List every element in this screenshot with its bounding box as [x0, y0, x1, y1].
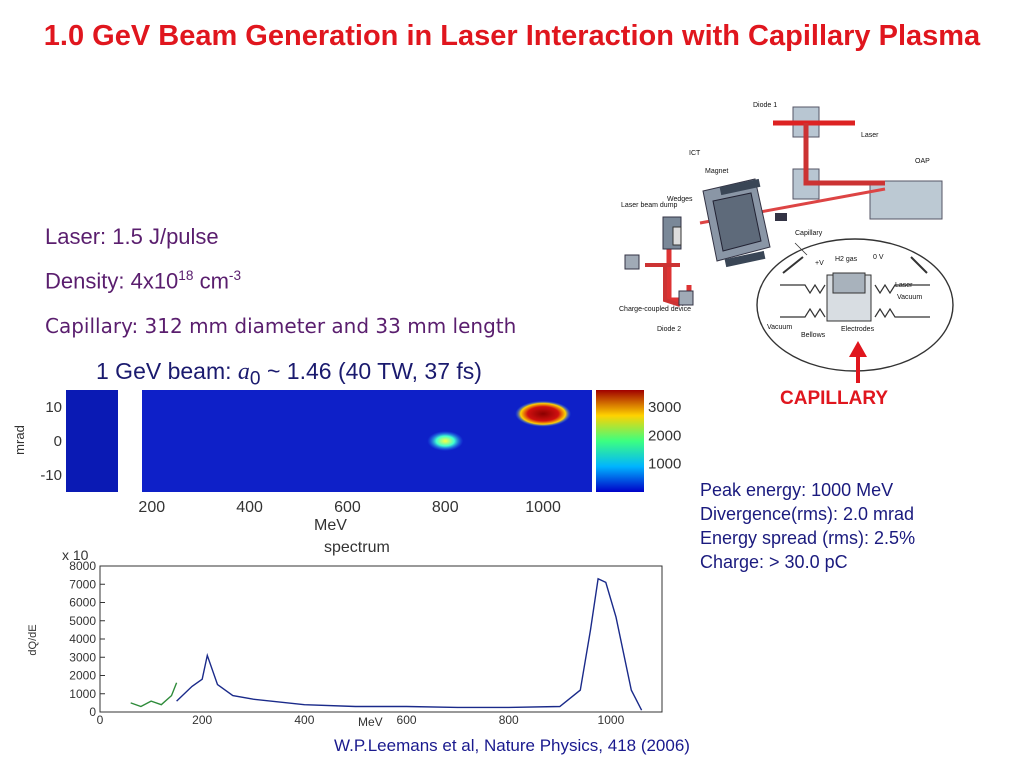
spectrum-title: spectrum — [324, 539, 390, 556]
colorbar — [596, 390, 644, 492]
spectrum-x-tick: 400 — [294, 713, 314, 726]
y-multiplier: x 10 — [62, 547, 89, 563]
diagram-label: Charge-coupled device — [619, 306, 691, 313]
heatmap-spot — [427, 431, 464, 451]
diagram-label: ICT — [689, 150, 701, 157]
diagram-label: 0 V — [873, 254, 884, 261]
spectrum-ylabel: dQ/dE — [27, 624, 39, 655]
colorbar-tick: 1000 — [648, 456, 681, 473]
spectrum-series-line — [130, 682, 178, 708]
density-param: Density: 4x1018 cm-3 — [45, 268, 241, 294]
diagram-label: Diode 1 — [753, 102, 777, 109]
beam-symbol: a — [237, 359, 250, 385]
stat-peak-energy: Peak energy: 1000 MeV — [700, 480, 894, 500]
diagram-label: Vacuum — [897, 294, 922, 301]
heatmap-main-panel — [142, 390, 592, 492]
heatmap-x-tick: 1000 — [525, 499, 561, 516]
diagram-label: Diode 2 — [657, 326, 681, 333]
capillary-label: CAPILLARY — [780, 388, 889, 409]
laser-beam-down — [803, 123, 885, 186]
ccd-box — [624, 254, 640, 270]
diagram-label: Laser — [861, 132, 879, 139]
beam-prefix: 1 GeV beam: — [96, 358, 238, 384]
diagram-label: Laser beam dump — [621, 202, 678, 209]
spectrum-y-tick: 0 — [89, 705, 96, 719]
density-prefix: Density: 4x10 — [45, 268, 179, 294]
diagram-label: Capillary — [795, 230, 823, 237]
heatmap-xlabel: MeV — [314, 517, 347, 534]
bellows-lower — [780, 307, 930, 319]
oap-box — [869, 180, 943, 220]
spectrum-x-tick: 800 — [499, 713, 519, 726]
diagram-label: H2 gas — [835, 256, 858, 263]
stat-divergence: Divergence(rms): 2.0 mrad — [700, 504, 915, 524]
heatmap-x-tick: 200 — [138, 499, 165, 516]
capillary-param: Capillary: 312 mm diameter and 33 mm len… — [45, 314, 517, 338]
spectrum-y-tick: 1000 — [69, 687, 96, 701]
spectrum-x-tick: 0 — [97, 713, 104, 726]
density-exponent: 18 — [178, 268, 194, 283]
diagram-label: Laser — [895, 282, 913, 289]
spectrum-axes — [99, 565, 663, 713]
heatmap-x-tick: 800 — [432, 499, 459, 516]
capillary-housing — [775, 213, 787, 221]
electrode-leads — [782, 256, 928, 274]
colorbar-tick: 3000 — [648, 399, 681, 416]
spectrum-x-tick: 1000 — [598, 713, 625, 726]
heatmap-spot — [515, 400, 572, 427]
diagram-label: Electrodes — [841, 326, 875, 333]
diagram-label: Magnet — [705, 168, 728, 175]
beam-parameter: 1 GeV beam: a0 ~ 1.46 (40 TW, 37 fs) — [96, 358, 482, 391]
density-unit: cm — [193, 268, 229, 294]
wedges — [672, 226, 682, 246]
diagram-label: OAP — [915, 158, 930, 165]
spectrum-y-tick: 8000 — [69, 559, 96, 573]
diagram-label: +V — [815, 260, 824, 267]
capillary-arrowhead — [849, 341, 867, 357]
electron-beam-image: 10 0 -10 200 400 600 800 1000 3000 2000 1000 MeV… — [14, 390, 681, 556]
spectrum-x-tick: 600 — [397, 713, 417, 726]
stat-energy-spread: Energy spread (rms): 2.5% — [700, 528, 916, 548]
inset-pointer — [794, 242, 808, 256]
heatmap-y-tick: 0 — [54, 433, 62, 450]
heatmap-x-tick: 400 — [236, 499, 263, 516]
spectrum-y-tick: 2000 — [69, 669, 96, 683]
diode2-box — [678, 290, 694, 306]
spectrum-y-tick: 3000 — [69, 650, 96, 664]
diagram-label: Vacuum — [767, 324, 792, 331]
beam-path-lower — [645, 263, 681, 307]
spectrum-y-tick: 7000 — [69, 577, 96, 591]
stat-charge: Charge: > 30.0 pC — [700, 552, 848, 572]
bellows-upper — [780, 283, 930, 295]
beam-stats: Peak energy: 1000 MeV Divergence(rms): 2… — [700, 478, 915, 574]
slide-title: 1.0 GeV Beam Generation in Laser Interac… — [43, 20, 981, 52]
beam-subscript: 0 — [249, 368, 261, 390]
spectrum-y-tick: 4000 — [69, 632, 96, 646]
beam-suffix: ~ 1.46 (40 TW, 37 fs) — [260, 358, 482, 384]
spectrum-x-tick: 200 — [192, 713, 212, 726]
gas-cell — [832, 272, 866, 294]
heatmap-x-tick: 600 — [334, 499, 361, 516]
citation: W.P.Leemans et al, Nature Physics, 418 (… — [334, 736, 690, 755]
setup-diagram: Diode 1 Laser OAP ICT Magnet Laser beam … — [619, 102, 954, 383]
heatmap-y-tick: -10 — [40, 467, 62, 484]
density-unit-exponent: -3 — [228, 268, 242, 283]
diagram-label: Bellows — [801, 332, 826, 339]
spectrum-series-line — [176, 577, 643, 711]
laser-param: Laser: 1.5 J/pulse — [45, 224, 219, 249]
spectrum-y-tick: 6000 — [69, 596, 96, 610]
diagram-label: Wedges — [667, 196, 693, 203]
heatmap-y-tick: 10 — [45, 399, 62, 416]
spectrum-xlabel: MeV — [358, 715, 383, 726]
heatmap-left-panel — [66, 390, 118, 492]
heatmap-ylabel: mrad — [14, 425, 27, 455]
colorbar-tick: 2000 — [648, 427, 681, 444]
magnet — [702, 178, 771, 268]
heatmap-noise — [142, 390, 592, 492]
spectrum-y-tick: 5000 — [69, 614, 96, 628]
